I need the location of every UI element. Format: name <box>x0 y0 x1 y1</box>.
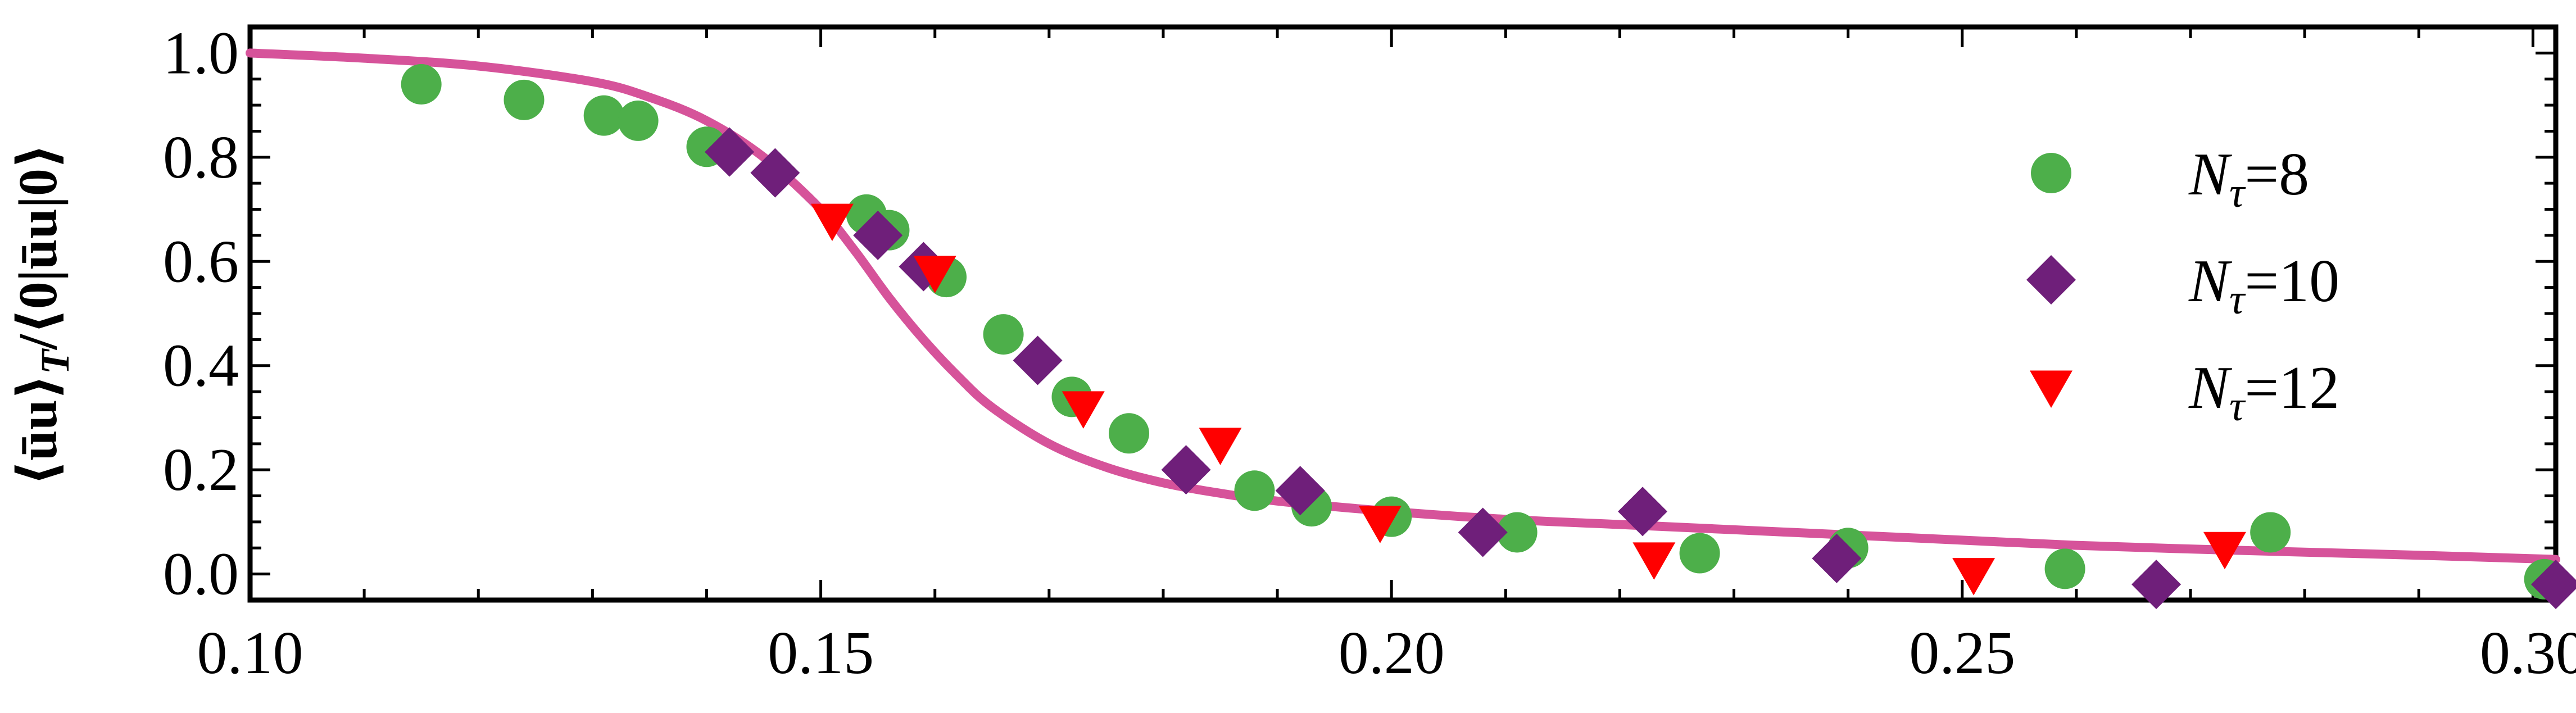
legend-label: Nτ=10 <box>2188 248 2339 323</box>
data-point-circle <box>618 100 659 141</box>
data-point-diamond <box>1458 507 1508 557</box>
data-point-circle <box>1234 470 1275 511</box>
data-point-triangle-down <box>810 203 854 242</box>
data-point-triangle-down <box>1632 542 1676 580</box>
data-point-diamond <box>1275 466 1325 516</box>
x-tick-label: 0.10 <box>197 620 303 687</box>
y-axis-label: ⟨ūu⟩T/⟨0|ūu|0⟩ <box>8 143 78 486</box>
data-point-circle <box>2250 512 2291 553</box>
data-point-circle <box>401 64 442 105</box>
data-point-diamond <box>1618 487 1668 537</box>
data-point-circle <box>1496 512 1538 553</box>
data-point-triangle-down <box>913 256 956 293</box>
x-tick-label: 0.20 <box>1339 620 1445 687</box>
data-points-layer <box>401 64 2576 610</box>
data-point-diamond <box>1013 335 1063 385</box>
legend: Nτ=8 Nτ=10 Nτ=12 <box>2026 141 2339 430</box>
legend-label: Nτ=12 <box>2188 355 2339 430</box>
x-tick-label: 0.30 <box>2480 620 2576 687</box>
data-point-circle <box>2044 548 2085 589</box>
data-point-triangle-down <box>1199 428 1242 465</box>
y-tick-label: 0.4 <box>163 333 239 399</box>
x-tick-label: 0.25 <box>1909 620 2015 687</box>
legend-marker-triangle-down <box>2030 370 2072 408</box>
data-point-circle <box>1109 413 1150 454</box>
data-point-diamond <box>2531 560 2576 610</box>
y-tick-label: 0.8 <box>163 124 239 191</box>
data-point-triangle-down <box>1358 506 1402 543</box>
data-point-diamond <box>750 148 800 198</box>
data-point-diamond <box>1161 445 1211 495</box>
data-point-diamond <box>2131 560 2182 610</box>
data-point-triangle-down <box>1952 558 1996 596</box>
data-point-diamond <box>1812 533 1862 583</box>
plot-frame <box>247 24 2559 603</box>
y-tick-label: 0.2 <box>163 437 239 503</box>
data-point-circle <box>504 79 545 120</box>
data-point-triangle-down <box>1062 391 1105 429</box>
data-point-diamond <box>705 127 755 177</box>
data-point-circle <box>583 95 624 136</box>
data-point-circle <box>1679 533 1720 574</box>
axes: 0.10 0.15 0.20 0.25 0.30 0.0 0.2 0.4 0.6 0.8 1.0 <box>163 20 2576 687</box>
y-tick-label: 1.0 <box>163 20 239 87</box>
legend-label: Nτ=8 <box>2188 141 2309 216</box>
legend-marker-diamond <box>2026 255 2076 305</box>
x-tick-label: 0.15 <box>768 620 874 687</box>
data-point-circle <box>983 314 1024 355</box>
y-tick-label: 0.0 <box>163 541 239 608</box>
y-tick-label: 0.6 <box>163 228 239 295</box>
legend-marker-circle <box>2031 153 2071 193</box>
data-point-triangle-down <box>2203 532 2246 570</box>
data-point-diamond <box>853 210 903 260</box>
